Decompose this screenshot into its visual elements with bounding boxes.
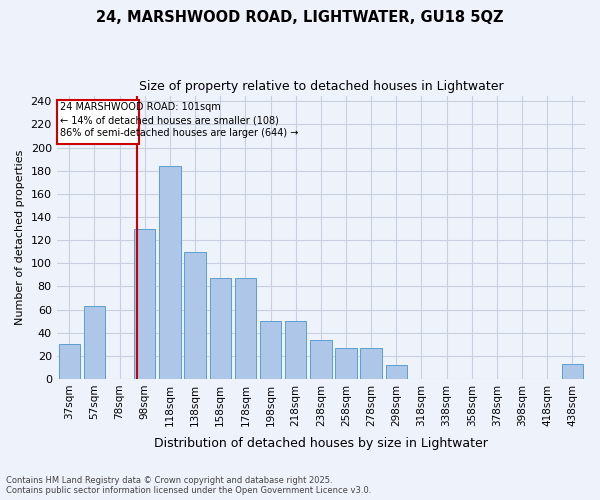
X-axis label: Distribution of detached houses by size in Lightwater: Distribution of detached houses by size …: [154, 437, 488, 450]
Text: 24, MARSHWOOD ROAD, LIGHTWATER, GU18 5QZ: 24, MARSHWOOD ROAD, LIGHTWATER, GU18 5QZ: [96, 10, 504, 25]
Y-axis label: Number of detached properties: Number of detached properties: [15, 150, 25, 325]
Bar: [84, 306, 105, 379]
Title: Size of property relative to detached houses in Lightwater: Size of property relative to detached ho…: [139, 80, 503, 93]
Bar: [562, 364, 583, 379]
Bar: [386, 365, 407, 379]
Bar: [235, 278, 256, 379]
FancyBboxPatch shape: [57, 100, 139, 144]
Bar: [285, 321, 307, 379]
Text: 86% of semi-detached houses are larger (644) →: 86% of semi-detached houses are larger (…: [59, 128, 298, 138]
Bar: [209, 278, 231, 379]
Bar: [184, 252, 206, 379]
Text: 24 MARSHWOOD ROAD: 101sqm: 24 MARSHWOOD ROAD: 101sqm: [59, 102, 220, 113]
Bar: [159, 166, 181, 379]
Bar: [335, 348, 356, 379]
Bar: [260, 321, 281, 379]
Text: ← 14% of detached houses are smaller (108): ← 14% of detached houses are smaller (10…: [59, 115, 278, 125]
Bar: [134, 228, 155, 379]
Bar: [310, 340, 332, 379]
Text: Contains HM Land Registry data © Crown copyright and database right 2025.
Contai: Contains HM Land Registry data © Crown c…: [6, 476, 371, 495]
Bar: [361, 348, 382, 379]
Bar: [59, 344, 80, 379]
